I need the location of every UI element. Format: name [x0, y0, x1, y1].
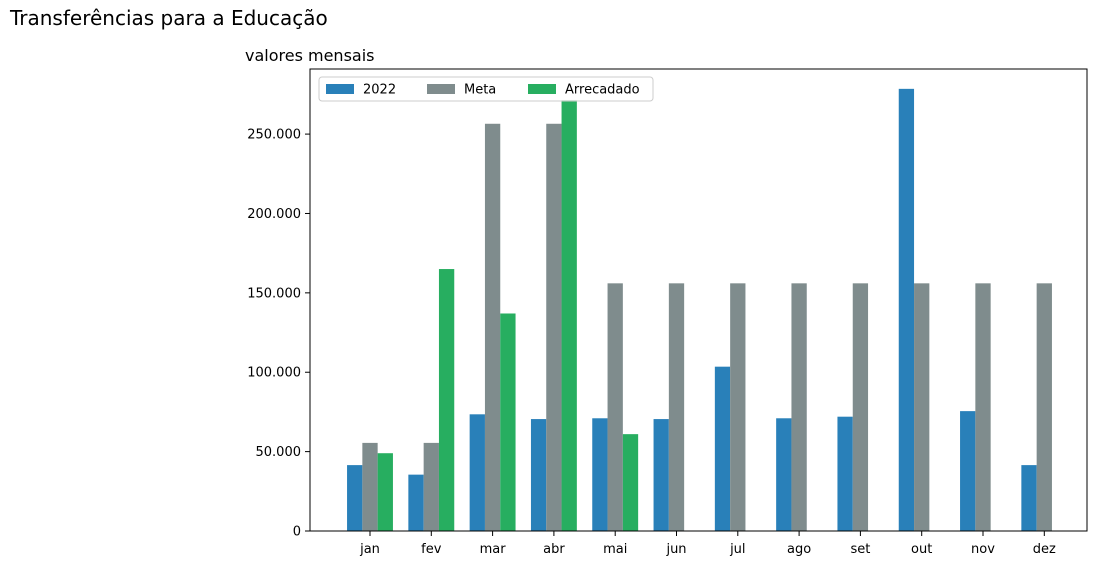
bar-meta-fev	[423, 442, 439, 531]
bar-arrecadado-abr	[561, 99, 577, 532]
figure-suptitle: Transferências para a Educação	[10, 6, 328, 30]
legend-label-2022: 2022	[363, 83, 396, 98]
bar-meta-dez	[1036, 283, 1052, 531]
y-tick-label: 100.000	[247, 366, 301, 381]
x-axis: jan fev mar abr mai jun jul ago set out nov dez	[359, 531, 1056, 557]
legend: 2022 Meta Arrecadado	[318, 76, 654, 102]
legend-label-arrecadado: Arrecadado	[565, 83, 640, 98]
bar-meta-ago	[791, 283, 807, 531]
bar-meta-jan	[362, 442, 378, 531]
x-tick-label-abr: abr	[543, 542, 565, 557]
chart-title: valores mensais	[245, 46, 375, 65]
x-tick-label-mar: mar	[480, 542, 507, 557]
x-tick-label-dez: dez	[1033, 542, 1056, 557]
bar-arrecadado-jan	[377, 453, 393, 531]
bar-2022-abr	[530, 419, 547, 531]
bar-2022-mar	[469, 414, 485, 531]
x-tick-label-set: set	[850, 542, 870, 557]
bar-2022-mai	[592, 418, 608, 531]
x-tick-label-fev: fev	[421, 542, 442, 557]
bar-meta-out	[914, 283, 930, 531]
y-tick-label: 0	[293, 525, 301, 540]
bar-2022-nov	[960, 411, 976, 531]
bar-2022-ago	[776, 418, 792, 531]
bar-2022-jun	[653, 419, 669, 531]
x-tick-label-jan: jan	[359, 542, 380, 557]
bar-meta-abr	[546, 123, 562, 532]
bar-arrecadado-fev	[438, 269, 455, 531]
x-tick-label-jul: jul	[729, 542, 745, 557]
bar-arrecadado-mar	[500, 313, 516, 531]
bar-meta-set	[852, 283, 869, 531]
x-tick-label-out: out	[911, 542, 932, 557]
bar-meta-jun	[668, 283, 685, 531]
legend-swatch-2022	[326, 84, 354, 94]
plot-frame	[309, 68, 1088, 532]
x-tick-label-ago: ago	[787, 542, 811, 557]
y-tick-label: 150.000	[247, 286, 301, 301]
y-tick-label: 50.000	[256, 445, 302, 460]
bar-meta-jul	[730, 283, 746, 531]
bar-2022-jul	[714, 366, 731, 531]
y-axis: 0 50.000 100.000 150.000 200.000 250.000	[247, 128, 310, 540]
bar-arrecadado-mai	[622, 434, 639, 531]
bar-2022-set	[837, 416, 853, 531]
bar-meta-mar	[484, 123, 501, 532]
x-tick-label-nov: nov	[971, 542, 995, 557]
y-tick-label: 200.000	[247, 207, 301, 222]
bar-meta-nov	[975, 283, 991, 531]
bar-meta-mai	[607, 283, 623, 531]
legend-swatch-arrecadado	[528, 84, 556, 94]
x-tick-label-jun: jun	[665, 542, 686, 557]
x-tick-label-mai: mai	[603, 542, 627, 557]
bar-2022-out	[898, 88, 915, 531]
bar-2022-dez	[1021, 465, 1037, 531]
legend-label-meta: Meta	[464, 83, 496, 98]
legend-swatch-meta	[427, 84, 455, 94]
y-tick-label: 250.000	[247, 128, 301, 143]
legend-box	[318, 76, 654, 102]
bar-2022-fev	[408, 474, 424, 531]
bar-2022-jan	[347, 465, 363, 531]
bars-layer	[347, 88, 1052, 532]
